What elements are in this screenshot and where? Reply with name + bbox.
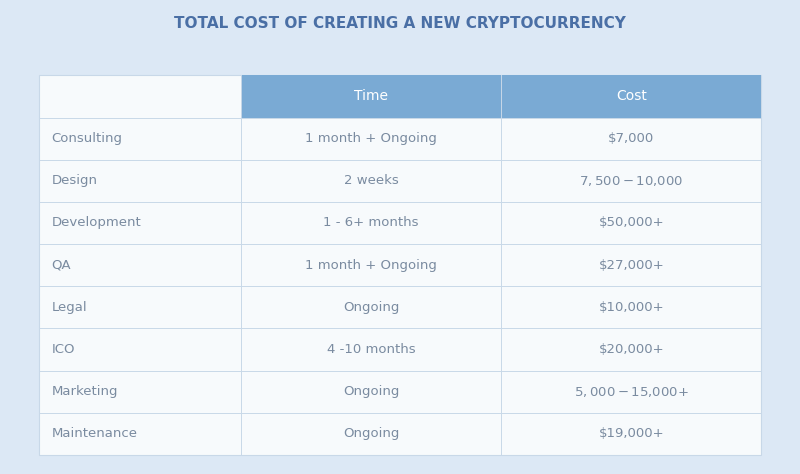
Text: Cost: Cost	[616, 90, 646, 103]
Text: Ongoing: Ongoing	[343, 427, 399, 440]
Text: 1 month + Ongoing: 1 month + Ongoing	[305, 259, 437, 272]
Bar	[502, 75, 762, 118]
Text: $10,000+: $10,000+	[598, 301, 664, 314]
Text: $50,000+: $50,000+	[598, 217, 664, 229]
Text: QA: QA	[51, 259, 71, 272]
Text: Development: Development	[51, 217, 142, 229]
Text: Legal: Legal	[51, 301, 87, 314]
Text: $7,000: $7,000	[608, 132, 654, 145]
Bar	[241, 75, 502, 118]
Text: TOTAL COST OF CREATING A NEW CRYPTOCURRENCY: TOTAL COST OF CREATING A NEW CRYPTOCURRE…	[174, 17, 626, 31]
Text: Ongoing: Ongoing	[343, 301, 399, 314]
Text: $19,000+: $19,000+	[598, 427, 664, 440]
Text: Time: Time	[354, 90, 388, 103]
Text: Ongoing: Ongoing	[343, 385, 399, 398]
Text: $27,000+: $27,000+	[598, 259, 664, 272]
Text: Marketing: Marketing	[51, 385, 118, 398]
Text: 2 weeks: 2 weeks	[344, 174, 398, 187]
Text: ICO: ICO	[51, 343, 75, 356]
Text: Consulting: Consulting	[51, 132, 122, 145]
Text: 1 month + Ongoing: 1 month + Ongoing	[305, 132, 437, 145]
Text: Maintenance: Maintenance	[51, 427, 138, 440]
Bar	[38, 75, 762, 455]
Text: 4 -10 months: 4 -10 months	[326, 343, 415, 356]
Text: $5,000 - $15,000+: $5,000 - $15,000+	[574, 384, 689, 399]
Text: Design: Design	[51, 174, 98, 187]
Text: $20,000+: $20,000+	[598, 343, 664, 356]
Text: $7,500 - $10,000: $7,500 - $10,000	[579, 174, 683, 188]
Text: 1 - 6+ months: 1 - 6+ months	[323, 217, 419, 229]
